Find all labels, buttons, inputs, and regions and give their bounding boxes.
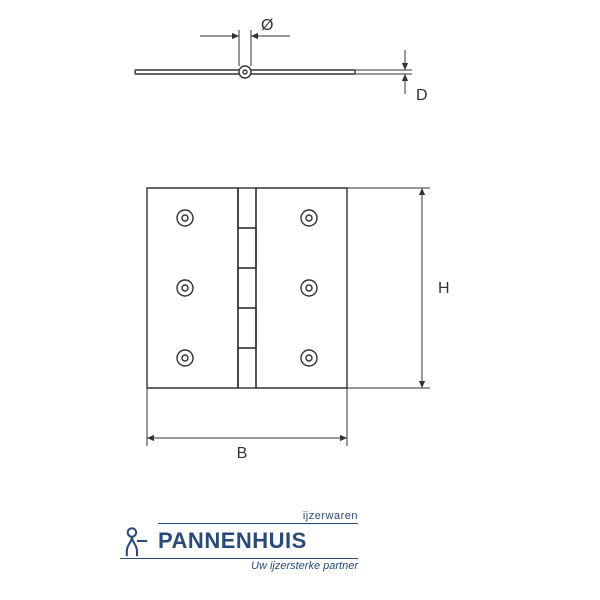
width-dimension: [147, 388, 347, 446]
brand-logo-icon: [120, 524, 154, 558]
height-dimension: [347, 188, 430, 388]
brand-block: ijzerwaren PANNENHUIS Uw ijzersterke par…: [120, 510, 362, 572]
brand-top-text: ijzerwaren: [158, 510, 358, 524]
brand-name: PANNENHUIS: [158, 528, 307, 554]
front-view-group: [147, 188, 347, 388]
depth-label: D: [416, 87, 428, 104]
width-label: B: [237, 445, 248, 462]
diameter-label: Ø: [261, 17, 273, 34]
height-label: H: [438, 280, 450, 297]
top-view-group: [135, 66, 355, 78]
diameter-dimension: [200, 30, 290, 66]
screw-holes: [177, 210, 317, 366]
brand-main: PANNENHUIS: [120, 524, 362, 558]
brand-tagline: Uw ijzersterke partner: [120, 558, 358, 572]
depth-dimension: [355, 50, 412, 94]
diagram-canvas: Ø D: [0, 0, 600, 600]
